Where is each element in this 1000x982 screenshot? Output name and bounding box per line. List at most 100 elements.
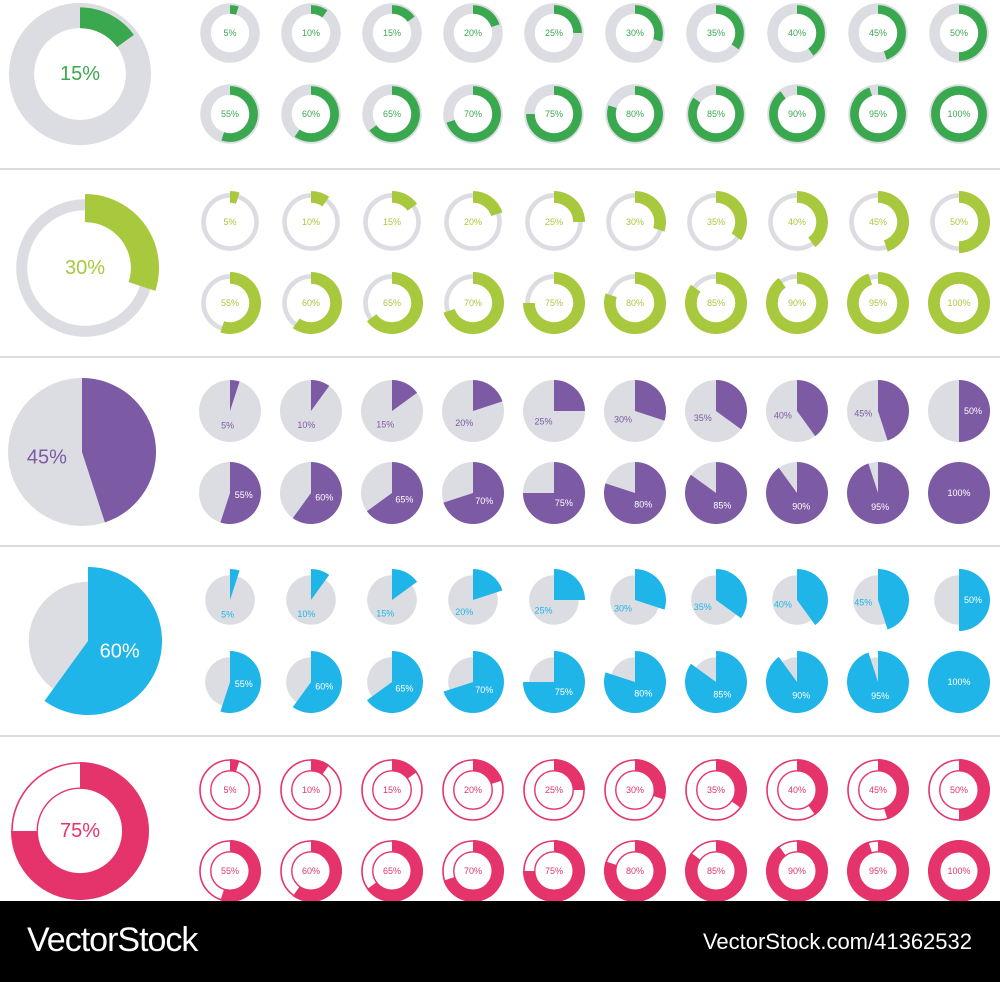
progress-wedge (523, 462, 585, 524)
progress-wedge (366, 651, 424, 713)
progress-arc (850, 86, 906, 142)
percent-label: 40% (774, 600, 792, 610)
green-donut-100: 100% (929, 84, 989, 144)
percent-label: 25% (545, 217, 563, 227)
inner-ring (534, 770, 574, 810)
inner-ring (615, 770, 655, 810)
progress-wedge (766, 462, 829, 524)
progress-wedge (766, 650, 829, 713)
track-ring (281, 3, 341, 63)
progress-wedge (959, 380, 990, 442)
progress-wedge (443, 651, 504, 713)
progress-arc (607, 86, 663, 142)
progress-wedge (292, 462, 342, 524)
progress-wedge (928, 462, 990, 524)
pink-outline-20: 20% (442, 759, 504, 821)
blue-pie-35: 35% (691, 569, 747, 625)
green-donut-85: 85% (686, 84, 746, 144)
progress-arc (526, 86, 582, 142)
inner-ring (291, 851, 331, 891)
green-donut-45: 45% (848, 3, 908, 63)
percent-label: 95% (869, 866, 887, 876)
track-ring (200, 3, 260, 63)
progress-wedge (604, 651, 666, 713)
percent-label: 10% (302, 28, 320, 38)
percent-label: 85% (707, 298, 725, 308)
progress-arc (959, 191, 990, 253)
progress-wedge (311, 380, 330, 411)
lime-ring-70: 70% (443, 272, 504, 334)
lime-ring-80: 80% (604, 272, 666, 334)
hero-purple-pie: 45% (8, 378, 156, 526)
percent-label: 5% (223, 785, 236, 795)
percent-label: 60% (315, 681, 333, 691)
blue-pie-40: 40% (772, 569, 828, 626)
pink-outline-35: 35% (685, 759, 747, 821)
blue-pie-50: 50% (934, 569, 990, 631)
percent-label: 35% (707, 217, 725, 227)
percent-label: 5% (223, 217, 236, 227)
progress-arc (366, 840, 423, 901)
percent-label: 10% (302, 785, 320, 795)
percent-label: 30% (65, 257, 105, 279)
percent-label: 20% (455, 418, 473, 428)
percent-label: 45% (869, 785, 887, 795)
lime-ring-55: 55% (201, 272, 261, 334)
percent-label: 5% (223, 28, 236, 38)
blue-pie-85: 85% (685, 651, 747, 713)
percent-label: 30% (626, 785, 644, 795)
progress-arc (878, 191, 910, 252)
percent-label: 95% (871, 691, 889, 701)
percent-label: 15% (383, 217, 401, 227)
progress-arc (928, 840, 990, 901)
percent-label: 70% (464, 866, 482, 876)
lime-ring-85: 85% (685, 272, 747, 334)
lime-ring-15: 15% (363, 191, 421, 251)
progress-wedge (473, 380, 503, 411)
percent-label: 15% (383, 785, 401, 795)
hero-green-donut: 15% (8, 2, 152, 146)
purple-pie-15: 15% (361, 380, 423, 442)
percent-label: 65% (395, 683, 413, 693)
percent-label: 40% (788, 785, 806, 795)
blue-pie-15: 15% (367, 569, 418, 625)
percent-label: 20% (464, 217, 482, 227)
pink-outline-5: 5% (199, 759, 261, 821)
progress-wedge (473, 569, 503, 600)
blue-pie-25: 25% (529, 569, 585, 625)
percent-label: 75% (545, 109, 563, 119)
progress-arc (292, 272, 342, 334)
percent-label: 35% (694, 602, 712, 612)
lime-ring-5: 5% (201, 191, 259, 251)
purple-pie-60: 60% (280, 462, 342, 524)
progress-wedge (797, 569, 828, 626)
green-donut-60: 60% (281, 84, 341, 144)
purple-pie-65: 65% (361, 462, 423, 524)
pink-outline-100: 100% (928, 840, 990, 901)
progress-wedge (220, 462, 262, 525)
percent-label: 90% (788, 298, 806, 308)
percent-label: 20% (455, 607, 473, 617)
percent-label: 10% (302, 217, 320, 227)
percent-label: 90% (792, 501, 810, 511)
percent-label: 30% (626, 28, 644, 38)
percent-label: 50% (950, 785, 968, 795)
percent-label: 100% (947, 866, 970, 876)
percent-label: 55% (235, 679, 253, 689)
pink-outline-80: 80% (604, 840, 666, 901)
percent-label: 20% (464, 28, 482, 38)
percent-label: 65% (383, 298, 401, 308)
percent-label: 30% (614, 415, 632, 425)
green-donut-40: 40% (767, 3, 827, 63)
percent-label: 15% (60, 63, 100, 85)
inner-ring (858, 851, 898, 891)
progress-arc (554, 5, 582, 33)
percent-label: 60% (100, 640, 140, 662)
progress-arc (604, 840, 666, 901)
progress-arc (292, 840, 342, 901)
image-id: VectorStock.com/41362532 (702, 929, 972, 954)
progress-wedge (230, 380, 240, 411)
pink-outline-30: 30% (604, 759, 666, 821)
pink-outline-90: 90% (766, 840, 828, 901)
progress-arc (392, 191, 418, 211)
